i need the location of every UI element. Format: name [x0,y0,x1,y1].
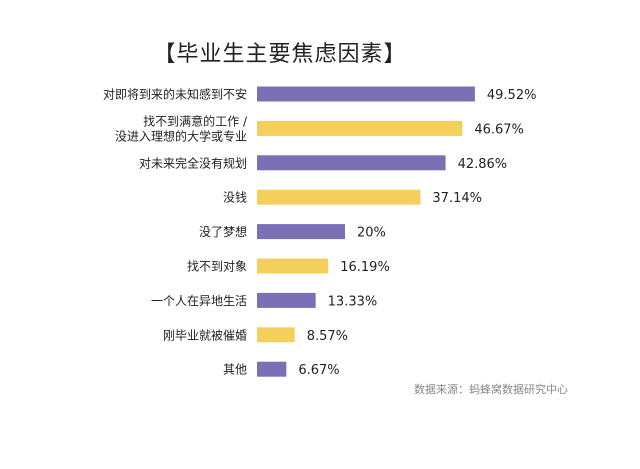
bar-8 [257,327,295,343]
category-label-6: 找不到对象 [187,260,247,274]
value-label-6: 16.19% [340,260,390,275]
bar-2 [257,120,463,136]
bar-7 [257,292,316,308]
category-label-4: 没钱 [223,190,247,205]
bar-9 [257,361,287,377]
chart-title: 【毕业生主要焦虑因素】 [153,42,407,67]
bar-5 [257,224,345,240]
category-label-9: 其他 [223,363,247,377]
bar-3 [257,155,446,171]
category-label-2: 找不到满意的工作 /没进入理想的大学或专业 [115,113,248,143]
value-label-7: 13.33% [328,294,378,309]
bar-4 [257,189,421,205]
data-source-note: 数据来源：蚂蜂窝数据研究中心 [414,383,568,396]
value-label-3: 42.86% [458,157,508,172]
value-label-1: 49.52% [487,88,537,103]
value-label-4: 37.14% [432,191,482,206]
value-label-2: 46.67% [474,122,524,137]
value-label-8: 8.57% [307,329,348,344]
category-label-3: 对未来完全没有规划 [139,155,247,170]
category-label-8: 刚毕业就被催婚 [163,328,247,342]
bar-6 [257,258,329,274]
value-label-9: 6.67% [298,363,339,378]
value-label-5: 20% [357,226,386,241]
category-label-7: 一个人在异地生活 [151,294,247,308]
category-label-1: 对即将到来的未知感到不安 [103,87,247,102]
category-label-5: 没了梦想 [199,224,247,239]
bar-1 [257,86,475,102]
